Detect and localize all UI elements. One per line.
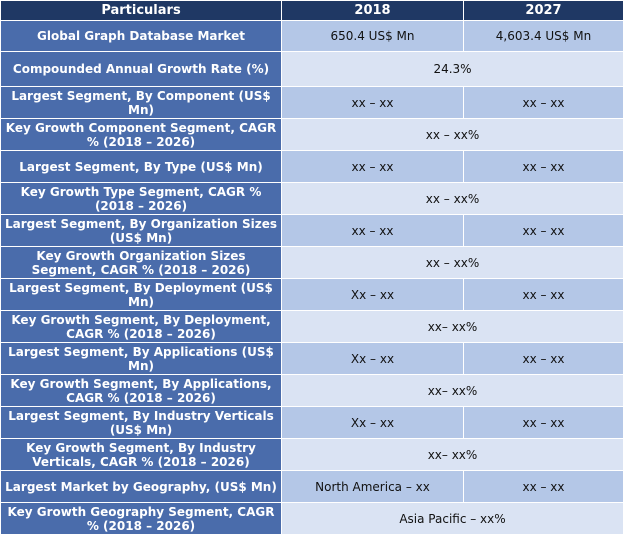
row-label: Key Growth Segment, By Applications, CAG… bbox=[1, 375, 282, 407]
value-cell: xx – xx bbox=[282, 151, 464, 183]
header-cell: Particulars bbox=[1, 1, 282, 21]
row-label: Largest Segment, By Deployment (US$ Mn) bbox=[1, 279, 282, 311]
value-cell: xx – xx bbox=[464, 407, 623, 439]
table-row: Key Growth Geography Segment, CAGR % (20… bbox=[1, 503, 623, 535]
merged-value: xx – xx% bbox=[282, 183, 623, 215]
merged-value: xx– xx% bbox=[282, 375, 623, 407]
merged-value: Asia Pacific – xx% bbox=[282, 503, 623, 535]
row-label: Key Growth Component Segment, CAGR % (20… bbox=[1, 119, 282, 151]
row-label: Global Graph Database Market bbox=[1, 21, 282, 52]
row-label: Largest Segment, By Component (US$ Mn) bbox=[1, 87, 282, 119]
merged-value: xx – xx% bbox=[282, 247, 623, 279]
table-row: Key Growth Type Segment, CAGR % (2018 – … bbox=[1, 183, 623, 215]
table-row: Key Growth Component Segment, CAGR % (20… bbox=[1, 119, 623, 151]
table-row: Key Growth Segment, By Applications, CAG… bbox=[1, 375, 623, 407]
table-row: Largest Segment, By Applications (US$ Mn… bbox=[1, 343, 623, 375]
row-label: Largest Segment, By Industry Verticals (… bbox=[1, 407, 282, 439]
table-row: Largest Segment, By Component (US$ Mn)xx… bbox=[1, 87, 623, 119]
value-cell: xx – xx bbox=[464, 151, 623, 183]
row-label: Key Growth Segment, By Deployment, CAGR … bbox=[1, 311, 282, 343]
table-row: Largest Segment, By Deployment (US$ Mn)X… bbox=[1, 279, 623, 311]
value-cell: Xx – xx bbox=[282, 279, 464, 311]
value-cell: xx – xx bbox=[282, 87, 464, 119]
header-cell: 2018 bbox=[282, 1, 464, 21]
header-cell: 2027 bbox=[464, 1, 623, 21]
table-row: Key Growth Segment, By Deployment, CAGR … bbox=[1, 311, 623, 343]
value-cell: 4,603.4 US$ Mn bbox=[464, 21, 623, 52]
value-cell: North America – xx bbox=[282, 471, 464, 503]
table-row: Key Growth Segment, By Industry Vertical… bbox=[1, 439, 623, 471]
header-row: Particulars 2018 2027 bbox=[1, 1, 623, 21]
row-label: Key Growth Segment, By Industry Vertical… bbox=[1, 439, 282, 471]
value-cell: xx – xx bbox=[464, 343, 623, 375]
value-cell: 650.4 US$ Mn bbox=[282, 21, 464, 52]
value-cell: xx – xx bbox=[464, 87, 623, 119]
row-label: Key Growth Geography Segment, CAGR % (20… bbox=[1, 503, 282, 535]
merged-value: xx– xx% bbox=[282, 311, 623, 343]
row-label: Largest Segment, By Applications (US$ Mn… bbox=[1, 343, 282, 375]
table-row: Largest Segment, By Organization Sizes (… bbox=[1, 215, 623, 247]
table-row: Largest Market by Geography, (US$ Mn)Nor… bbox=[1, 471, 623, 503]
row-label: Largest Segment, By Type (US$ Mn) bbox=[1, 151, 282, 183]
row-label: Compounded Annual Growth Rate (%) bbox=[1, 52, 282, 87]
value-cell: xx – xx bbox=[464, 279, 623, 311]
merged-value: xx– xx% bbox=[282, 439, 623, 471]
row-label: Largest Segment, By Organization Sizes (… bbox=[1, 215, 282, 247]
merged-value: xx – xx% bbox=[282, 119, 623, 151]
row-label: Key Growth Organization Sizes Segment, C… bbox=[1, 247, 282, 279]
table-row: Largest Segment, By Type (US$ Mn)xx – xx… bbox=[1, 151, 623, 183]
table-row: Compounded Annual Growth Rate (%)24.3% bbox=[1, 52, 623, 87]
value-cell: Xx – xx bbox=[282, 407, 464, 439]
row-label: Largest Market by Geography, (US$ Mn) bbox=[1, 471, 282, 503]
row-label: Key Growth Type Segment, CAGR % (2018 – … bbox=[1, 183, 282, 215]
table-row: Largest Segment, By Industry Verticals (… bbox=[1, 407, 623, 439]
value-cell: Xx – xx bbox=[282, 343, 464, 375]
merged-value: 24.3% bbox=[282, 52, 623, 87]
value-cell: xx – xx bbox=[464, 471, 623, 503]
value-cell: xx – xx bbox=[282, 215, 464, 247]
table-header: Particulars 2018 2027 bbox=[1, 1, 623, 21]
table-row: Key Growth Organization Sizes Segment, C… bbox=[1, 247, 623, 279]
value-cell: xx – xx bbox=[464, 215, 623, 247]
